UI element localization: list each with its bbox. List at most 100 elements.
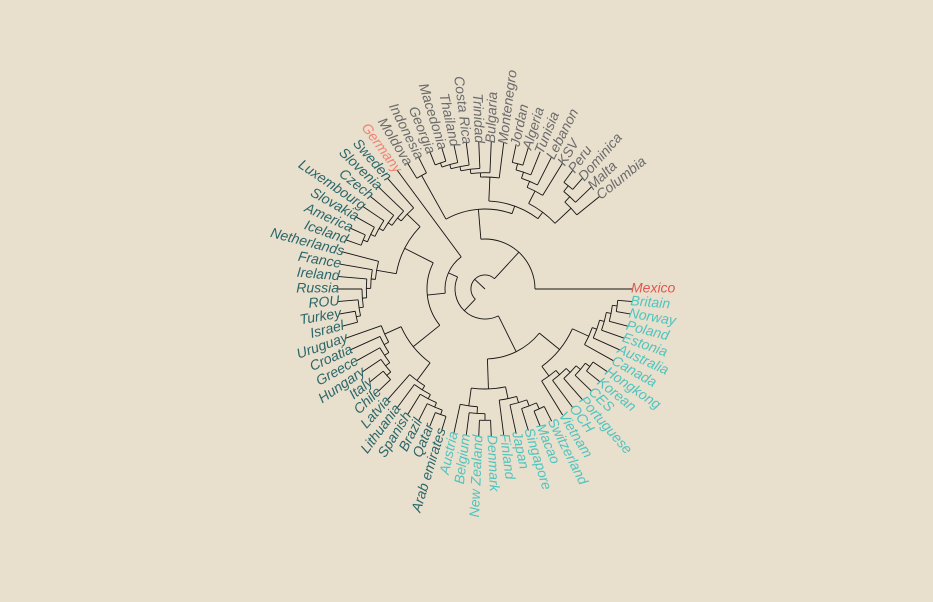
branch-line [388, 223, 392, 226]
branch-line [527, 181, 529, 187]
branch-arc [593, 320, 599, 338]
branch-line [565, 197, 570, 202]
branch-line [405, 248, 434, 262]
branch-arc [564, 182, 573, 189]
branch-line [499, 400, 504, 436]
branch-line [407, 394, 420, 415]
branch-arc [534, 406, 544, 411]
branch-arc [427, 404, 442, 410]
branch-line [442, 147, 446, 161]
branch-line [479, 141, 480, 168]
branch-arc [410, 375, 425, 386]
branch-arc [381, 326, 388, 342]
branch-line [407, 214, 420, 226]
branch-line [338, 300, 359, 302]
branch-arc [585, 328, 593, 345]
branch-line [418, 157, 426, 173]
branch-line [555, 208, 571, 223]
branch-line [572, 329, 588, 336]
branch-arc [510, 400, 527, 405]
branch-line [564, 186, 569, 192]
branch-line [469, 388, 471, 406]
branch-line [585, 363, 590, 366]
branch-line [542, 381, 563, 415]
branch-arc [381, 359, 391, 372]
leaf-label: Denmark [485, 434, 503, 492]
leaf-labels: MexicoBritainNorwayPolandEstoniaAustrali… [269, 69, 678, 518]
branch-arc [575, 363, 585, 375]
branch-line [600, 320, 605, 321]
branch-line [538, 212, 543, 218]
branch-line [585, 345, 615, 362]
branch-line [384, 342, 389, 345]
branch-line [362, 359, 381, 372]
branch-line [536, 403, 539, 409]
branch-line [479, 420, 480, 437]
branch-line [342, 322, 358, 326]
branch-line [442, 416, 446, 430]
branch-line [417, 363, 430, 381]
branch-line [387, 372, 391, 375]
branch-arc [527, 187, 543, 195]
branch-line [564, 378, 583, 400]
branch-line [356, 348, 380, 361]
branch-line [539, 333, 559, 349]
branch-line [542, 366, 549, 376]
branch-line [490, 141, 491, 173]
branch-line [466, 142, 469, 165]
branch-line [359, 307, 363, 308]
branch-line [464, 299, 475, 311]
branch-line [460, 167, 461, 171]
branch-line [448, 273, 457, 277]
branch-line [537, 157, 551, 185]
branch-line [350, 228, 365, 235]
branch-arc [417, 173, 427, 178]
root-branch [475, 279, 485, 289]
branch-line [345, 326, 381, 339]
branch-line [512, 206, 515, 214]
branch-line [470, 169, 471, 173]
branch-line [478, 209, 480, 239]
branch-line [430, 413, 436, 427]
branch-line [378, 187, 404, 211]
branch-line [338, 276, 367, 278]
branch-line [575, 187, 591, 203]
branch-line [577, 196, 600, 215]
branch-line [517, 396, 519, 402]
branch-line [430, 152, 435, 165]
branch-line [342, 252, 379, 262]
branch-line [362, 206, 384, 221]
branch-arc [420, 394, 436, 402]
branch-line [612, 305, 617, 306]
branch-line [576, 366, 580, 370]
branch-line [593, 338, 620, 350]
branch-line [387, 375, 409, 401]
branch-line [385, 352, 389, 355]
branch-line [339, 264, 372, 270]
branch-line [427, 293, 445, 295]
branch-line [370, 371, 383, 382]
branch-line [370, 196, 394, 215]
branch-line [377, 270, 397, 273]
branch-line [494, 252, 518, 278]
branch-line [386, 363, 390, 366]
branch-line [345, 240, 361, 246]
branch-line [602, 330, 625, 338]
branch-line [506, 387, 508, 399]
branch-line [566, 368, 570, 372]
branch-line [356, 217, 375, 227]
branch-line [398, 218, 402, 221]
branch-arc [522, 403, 537, 409]
branch-arc [586, 362, 593, 371]
branch-line [454, 144, 458, 162]
branch-line [407, 163, 416, 178]
branch-line [397, 385, 414, 408]
branch-line [422, 386, 425, 390]
branch-line [487, 359, 488, 389]
branch-arc [455, 277, 498, 319]
branch-line [363, 240, 367, 242]
branch-line [440, 163, 441, 167]
branch-line [454, 404, 460, 433]
